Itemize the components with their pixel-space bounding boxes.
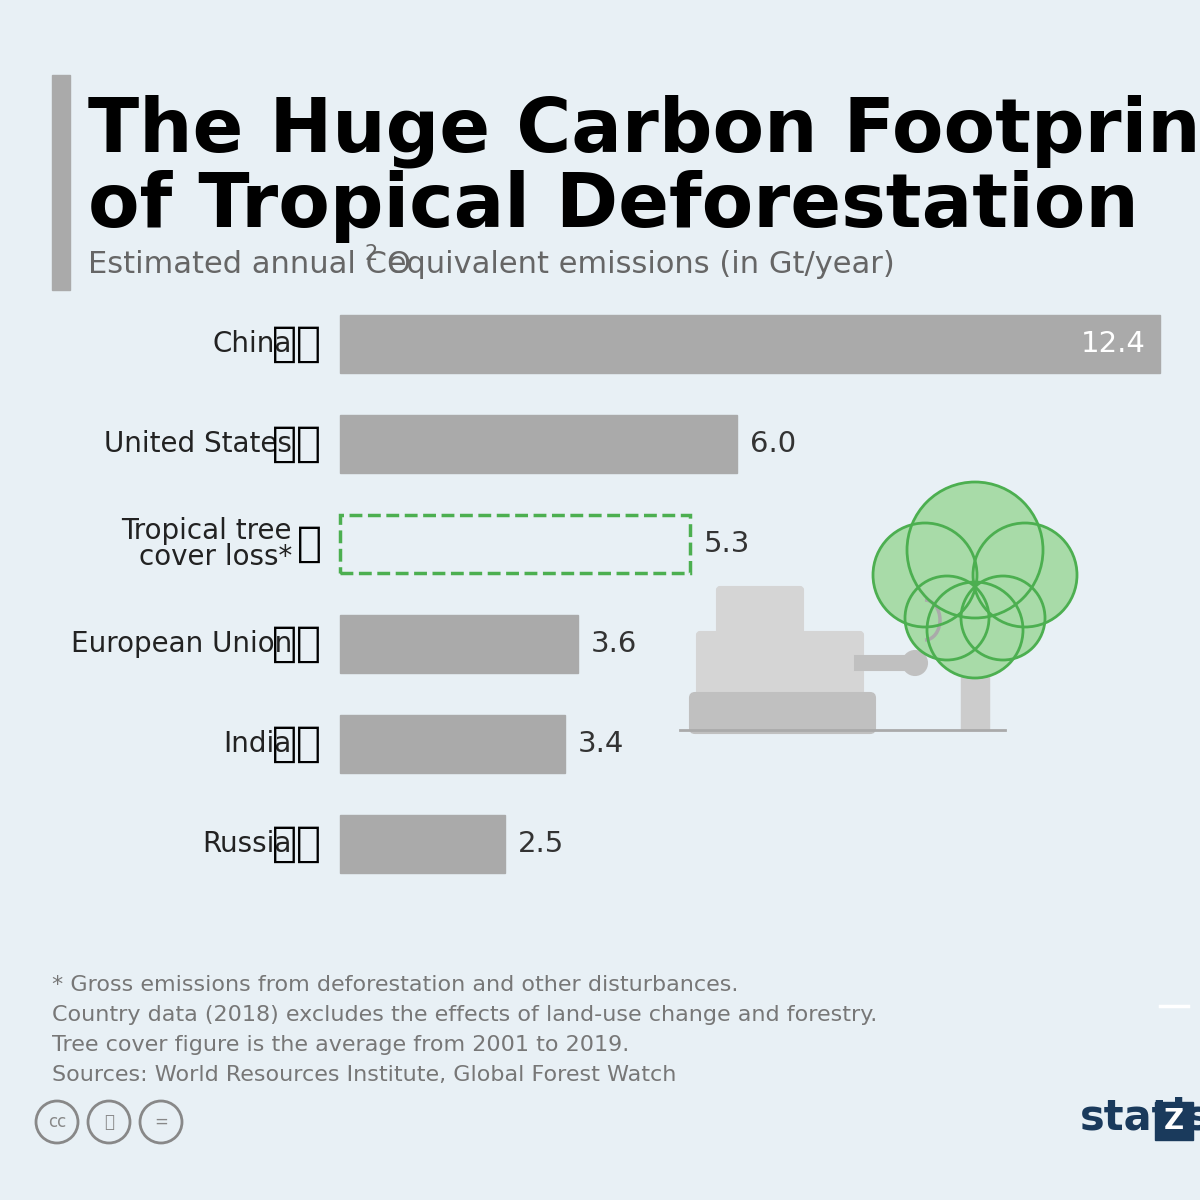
Text: statista: statista [1080, 1097, 1200, 1139]
Bar [854, 656, 916, 670]
Text: Z: Z [1164, 1106, 1184, 1135]
Bar [52, 74, 70, 290]
Text: equivalent emissions (in Gt/year): equivalent emissions (in Gt/year) [378, 250, 895, 278]
Bar [340, 314, 1160, 373]
Bar [961, 610, 989, 730]
Circle shape [973, 523, 1078, 626]
Bar [340, 515, 690, 572]
Text: China: China [212, 330, 292, 358]
Text: Tree cover figure is the average from 2001 to 2019.: Tree cover figure is the average from 20… [52, 1034, 629, 1055]
Circle shape [928, 582, 1022, 678]
Circle shape [904, 650, 928, 674]
Text: 12.4: 12.4 [1081, 330, 1146, 358]
FancyBboxPatch shape [718, 587, 803, 638]
Text: The Huge Carbon Footprint: The Huge Carbon Footprint [88, 95, 1200, 168]
Text: 🇨🇳: 🇨🇳 [272, 323, 322, 365]
Text: 2.5: 2.5 [518, 830, 564, 858]
FancyBboxPatch shape [690, 692, 875, 733]
Text: European Union: European Union [71, 630, 292, 658]
Bar [340, 715, 565, 773]
Bar [1154, 1102, 1193, 1140]
Text: cover loss*: cover loss* [139, 542, 292, 571]
Text: Russia: Russia [203, 830, 292, 858]
Circle shape [961, 576, 1045, 660]
Bar [340, 815, 505, 874]
Circle shape [905, 576, 989, 660]
Text: 3.4: 3.4 [578, 730, 624, 758]
Text: Estimated annual CO: Estimated annual CO [88, 250, 410, 278]
Text: Tropical tree: Tropical tree [121, 517, 292, 545]
Text: 🇺🇸: 🇺🇸 [272, 422, 322, 464]
Text: 5.3: 5.3 [703, 530, 750, 558]
Bar [340, 614, 578, 673]
Text: 6.0: 6.0 [750, 430, 796, 458]
Text: 3.6: 3.6 [592, 630, 637, 658]
Bar [340, 415, 737, 473]
FancyBboxPatch shape [697, 632, 863, 703]
Text: Sources: World Resources Institute, Global Forest Watch: Sources: World Resources Institute, Glob… [52, 1066, 677, 1085]
Text: Country data (2018) excludes the effects of land-use change and forestry.: Country data (2018) excludes the effects… [52, 1006, 877, 1025]
Text: ⓘ: ⓘ [104, 1114, 114, 1130]
Text: 🌳: 🌳 [298, 523, 322, 565]
Text: 🇪🇺: 🇪🇺 [272, 623, 322, 665]
Text: cc: cc [48, 1114, 66, 1130]
Text: 🇮🇳: 🇮🇳 [272, 722, 322, 766]
Text: India: India [223, 730, 292, 758]
Text: =: = [154, 1114, 168, 1130]
Circle shape [874, 523, 977, 626]
Text: United States: United States [104, 430, 292, 458]
Text: * Gross emissions from deforestation and other disturbances.: * Gross emissions from deforestation and… [52, 974, 738, 995]
Text: 🇷🇺: 🇷🇺 [272, 823, 322, 865]
Text: 2: 2 [365, 244, 378, 264]
Text: of Tropical Deforestation: of Tropical Deforestation [88, 170, 1139, 242]
Circle shape [907, 482, 1043, 618]
